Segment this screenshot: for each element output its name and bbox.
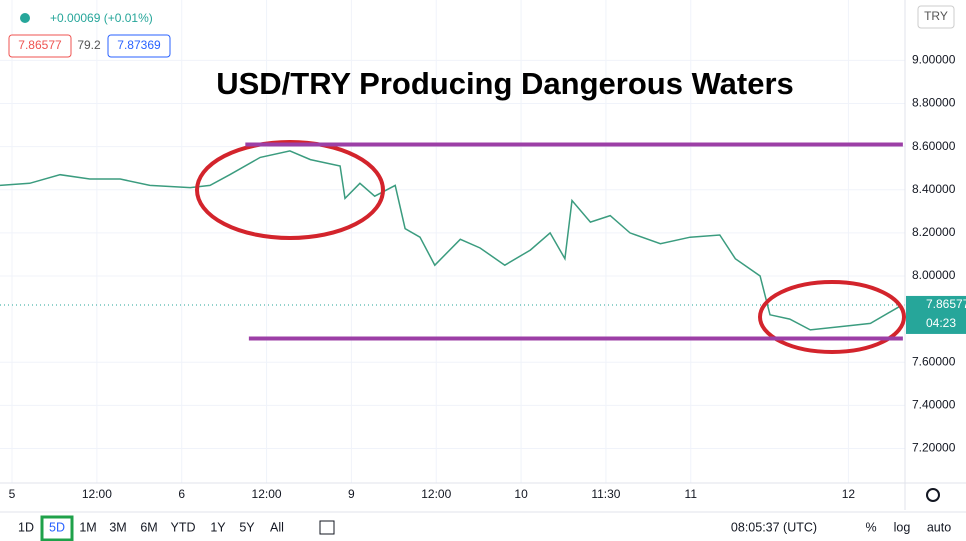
y-tick-label: 8.20000 [912, 225, 956, 239]
y-tick-label: 7.40000 [912, 398, 956, 412]
currency-box[interactable] [917, 5, 955, 29]
range-button[interactable]: 5D [49, 520, 65, 534]
x-tick-label: 12 [842, 487, 856, 501]
last-price-label: 7.86577 [926, 297, 966, 311]
range-button[interactable]: All [270, 520, 284, 534]
x-tick-label: 9 [348, 487, 355, 501]
spread: 79.2 [77, 38, 101, 52]
x-tick-label: 11:30 [591, 487, 620, 501]
currency[interactable]: TRY [924, 9, 948, 23]
y-tick-label: 8.80000 [912, 96, 956, 110]
auto-toggle[interactable]: auto [927, 520, 951, 534]
range-button[interactable]: 6M [140, 520, 157, 534]
chart-title: USD/TRY Producing Dangerous Waters [216, 66, 794, 101]
y-tick-label: 7.20000 [912, 441, 956, 455]
price-change: +0.00069 (+0.01%) [50, 11, 153, 25]
highlight-ellipse [195, 140, 385, 240]
y-tick-label: 9.00000 [912, 53, 956, 67]
x-tick-label: 5 [9, 487, 16, 501]
y-tick-label: 7.60000 [912, 354, 956, 368]
range-button[interactable]: 1Y [210, 520, 226, 534]
x-tick-label: 12:00 [82, 487, 112, 501]
highlight-ellipse [758, 280, 906, 354]
y-tick-label: 8.40000 [912, 182, 956, 196]
y-tick-label: 8.60000 [912, 139, 956, 153]
ask-box[interactable] [107, 34, 171, 58]
settings-icon[interactable] [926, 488, 940, 502]
y-tick-label: 8.00000 [912, 268, 956, 282]
log-toggle[interactable]: log [894, 520, 911, 534]
range-button[interactable]: YTD [171, 520, 196, 534]
x-tick-label: 12:00 [252, 487, 282, 501]
last-price-box [906, 295, 966, 334]
ask-price[interactable]: 7.87369 [117, 38, 161, 52]
countdown: 04:23 [926, 316, 956, 330]
x-tick-label: 10 [514, 487, 528, 501]
range-button[interactable]: 1D [18, 520, 34, 534]
range-button[interactable]: 1M [79, 520, 96, 534]
calendar-icon[interactable] [319, 520, 335, 535]
bid-box[interactable] [8, 34, 72, 58]
toolbar: 1D 5D 1M 3M 6M YTD 1Y 5Y All [18, 515, 284, 541]
bid-price[interactable]: 7.86577 [18, 38, 62, 52]
selected-range [40, 515, 74, 541]
range-button[interactable]: 5Y [239, 520, 255, 534]
clock: 08:05:37 (UTC) [731, 520, 817, 534]
x-tick-label: 6 [178, 487, 185, 501]
x-tick-label: 11 [685, 487, 698, 501]
range-button[interactable]: 3M [109, 520, 126, 534]
price-line [0, 150, 901, 331]
status-dot [20, 13, 30, 23]
plot [0, 0, 905, 483]
x-tick-label: 12:00 [421, 487, 451, 501]
percent-toggle[interactable]: % [865, 520, 876, 534]
